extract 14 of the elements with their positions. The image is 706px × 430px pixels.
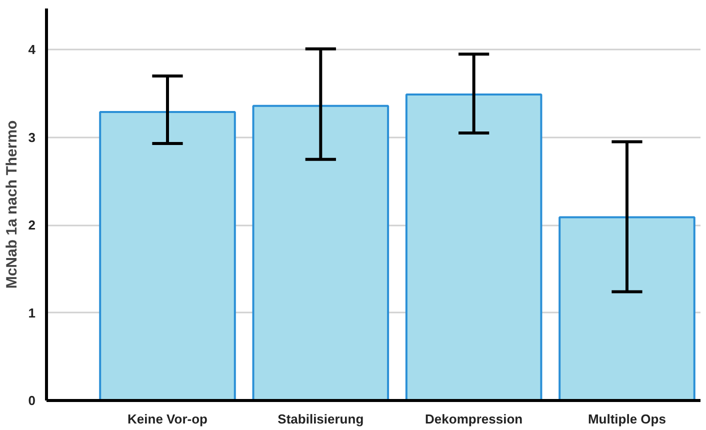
x-tick-label: Stabilisierung [278,412,364,426]
x-tick-label: Dekompression [425,412,523,426]
y-axis-title: McNab 1a nach Thermo [3,120,20,289]
y-tick-label: 3 [28,130,36,145]
y-tick-label: 0 [28,393,36,408]
bar [405,93,542,400]
bar [252,104,390,400]
y-tick-label: 4 [28,42,36,58]
x-tick-label: Keine Vor-op [128,412,208,426]
bar [99,110,236,400]
bar [558,216,696,400]
y-tick-label: 2 [28,218,36,233]
y-tick-label: 1 [28,305,36,320]
x-tick-label: Multiple Ops [588,412,666,426]
